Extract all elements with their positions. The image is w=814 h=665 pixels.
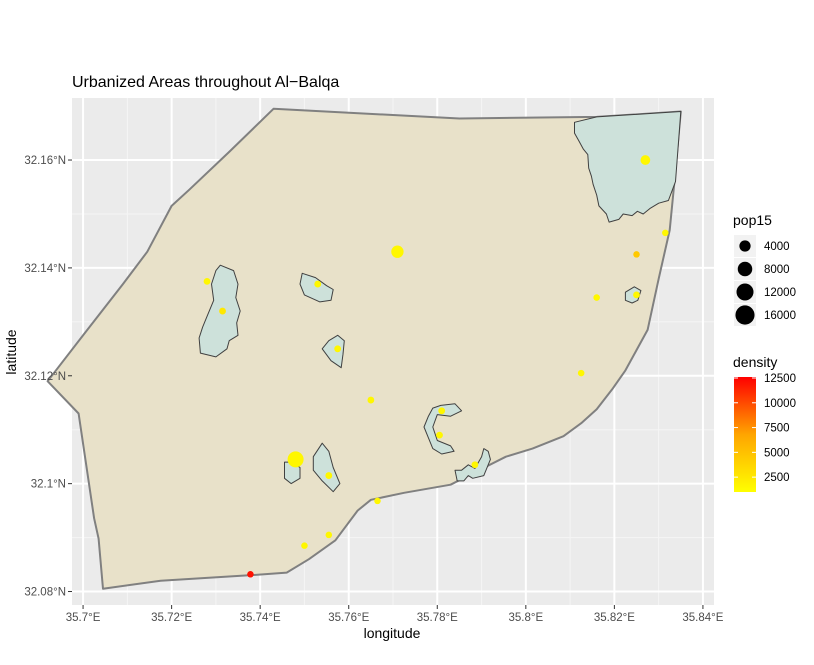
size-legend-label: 16000 [764, 310, 796, 322]
x-tick-label: 35.74°E [240, 612, 281, 624]
data-point [438, 407, 446, 415]
size-legend-symbol [739, 240, 751, 252]
y-tick-label: 32.12°N [24, 371, 66, 383]
data-point [287, 451, 304, 468]
x-tick-label: 35.76°E [328, 612, 369, 624]
data-point [374, 497, 381, 505]
color-legend-label: 2500 [764, 472, 790, 484]
data-point [367, 396, 375, 404]
x-tick-label: 35.8°E [508, 612, 543, 624]
size-legend-label: 8000 [764, 264, 790, 276]
data-point [471, 461, 479, 469]
y-tick-label: 32.08°N [24, 587, 66, 599]
data-point [219, 307, 226, 315]
x-axis-label: longitude [364, 625, 421, 641]
color-legend: density 2500 5000 7500 10000 12500 [733, 354, 796, 492]
region-outline [46, 107, 682, 590]
size-legend-title: pop15 [733, 212, 772, 228]
x-tick-label: 35.78°E [417, 612, 458, 624]
urban-area [574, 111, 682, 223]
data-point [391, 245, 404, 258]
map-polygons [46, 107, 682, 590]
data-point [633, 291, 640, 299]
data-point [314, 280, 322, 288]
x-tick-label: 35.72°E [151, 612, 192, 624]
color-legend-title: density [733, 354, 777, 370]
data-point [662, 229, 669, 237]
data-point [325, 531, 333, 539]
y-tick-label: 32.1°N [31, 479, 66, 491]
data-point [593, 294, 600, 301]
urban-area [299, 272, 334, 303]
data-point [577, 369, 585, 377]
x-tick-label: 35.84°E [682, 612, 723, 624]
urban-area [423, 403, 463, 455]
size-legend: pop15 4000 8000 12000 16000 [733, 212, 796, 326]
urban-area [321, 334, 345, 369]
size-legend-symbol [737, 261, 753, 277]
urban-area [312, 442, 341, 493]
data-point [301, 542, 308, 549]
size-legend-symbol [736, 283, 754, 301]
data-point [325, 472, 333, 479]
data-point [633, 251, 640, 258]
color-legend-label: 7500 [764, 423, 790, 435]
size-legend-symbol [735, 305, 755, 325]
x-tick-label: 35.82°E [594, 612, 635, 624]
data-point [436, 431, 443, 439]
data-point [334, 345, 342, 353]
axes: 35.7°E 35.72°E 35.74°E 35.76°E 35.78°E 35.8°E… [24, 155, 723, 624]
urban-area [454, 448, 491, 482]
x-tick-label: 35.7°E [66, 612, 101, 624]
data-point [247, 570, 254, 578]
chart-title: Urbanized Areas throughout Al−Balqa [72, 74, 339, 91]
color-legend-label: 12500 [764, 373, 796, 385]
size-legend-label: 4000 [764, 241, 790, 253]
size-legend-label: 12000 [764, 287, 796, 299]
data-point [640, 155, 651, 165]
color-legend-label: 10000 [764, 398, 796, 410]
color-legend-label: 5000 [764, 447, 790, 459]
y-tick-label: 32.16°N [24, 155, 66, 167]
y-axis-label: latitude [3, 329, 19, 374]
data-point [203, 277, 211, 285]
data-points [203, 155, 669, 578]
color-legend-bar [734, 377, 756, 492]
y-tick-label: 32.14°N [24, 263, 66, 275]
